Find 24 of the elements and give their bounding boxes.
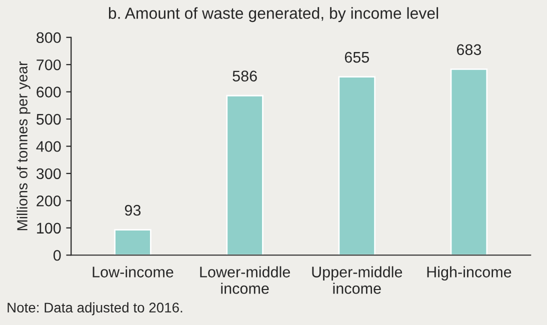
bar bbox=[450, 68, 488, 256]
y-tick-label: 300 bbox=[36, 168, 61, 180]
y-tick-label: 700 bbox=[36, 59, 61, 70]
bar bbox=[338, 76, 376, 256]
chart-title: b. Amount of waste generated, by income level bbox=[108, 7, 438, 22]
data-label: 655 bbox=[344, 52, 369, 63]
bar bbox=[114, 229, 152, 256]
y-axis-title: Millions of tonnes per year bbox=[16, 61, 30, 230]
x-tick-label: High-income bbox=[427, 266, 512, 280]
y-tick-label: 0 bbox=[53, 250, 61, 261]
y-tick-label: 100 bbox=[37, 222, 61, 234]
x-tick-label: Low-income bbox=[92, 266, 174, 278]
x-tick-label: Upper-middle income bbox=[312, 266, 402, 294]
data-label: 93 bbox=[124, 204, 141, 216]
y-tick-label: 600 bbox=[36, 86, 61, 98]
x-tick-label: Lower-middle income bbox=[200, 266, 290, 294]
y-tick-label: 200 bbox=[36, 196, 61, 206]
data-label: 586 bbox=[232, 70, 257, 82]
bar bbox=[226, 94, 264, 256]
data-label: 683 bbox=[456, 44, 482, 56]
y-tick-label: 400 bbox=[36, 141, 61, 152]
text: Note: Data adjusted to 2016. bbox=[8, 302, 182, 316]
y-tick-label: 500 bbox=[36, 114, 61, 125]
y-tick-label: 800 bbox=[36, 32, 61, 44]
